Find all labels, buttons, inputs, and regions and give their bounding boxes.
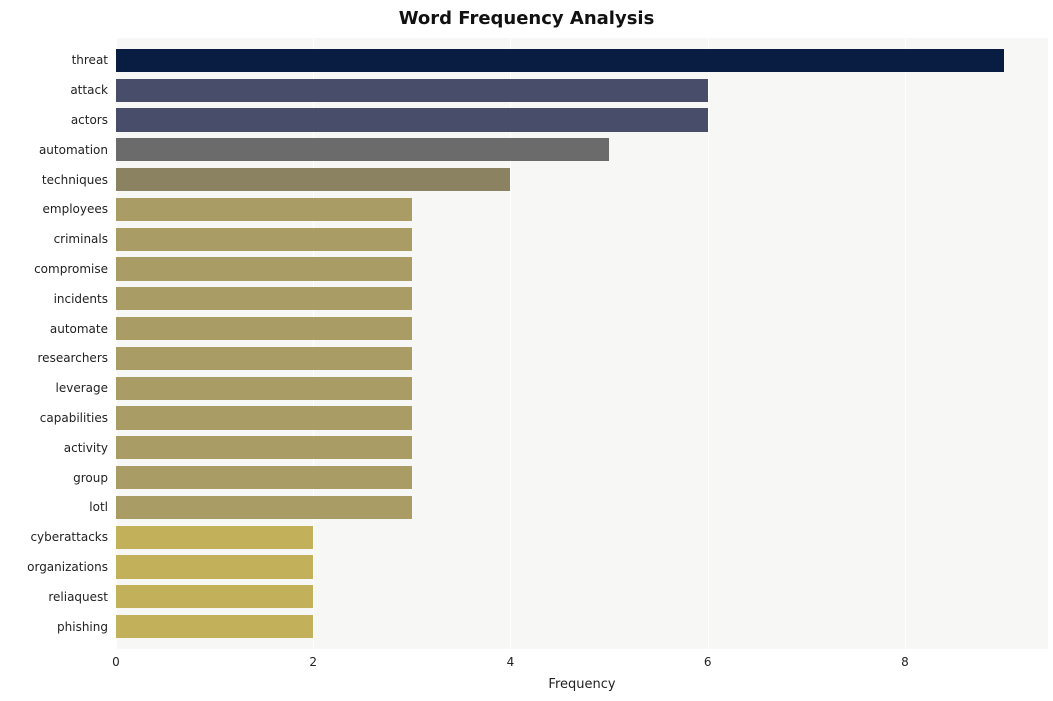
- bar: [116, 168, 510, 191]
- bar: [116, 228, 412, 251]
- y-tick-label: techniques: [42, 173, 116, 187]
- bar: [116, 198, 412, 221]
- plot-area: Frequency 02468threatattackactorsautomat…: [116, 38, 1048, 649]
- bar: [116, 466, 412, 489]
- bar: [116, 317, 412, 340]
- y-tick-label: capabilities: [40, 411, 116, 425]
- y-tick-label: attack: [70, 83, 116, 97]
- y-tick-label: automate: [50, 322, 116, 336]
- y-tick-label: criminals: [54, 232, 116, 246]
- y-tick-label: group: [73, 471, 116, 485]
- bar: [116, 257, 412, 280]
- y-tick-label: lotl: [89, 500, 116, 514]
- x-tick-label: 0: [112, 649, 120, 669]
- bar: [116, 347, 412, 370]
- bar: [116, 49, 1004, 72]
- figure: Word Frequency Analysis Frequency 02468t…: [0, 0, 1053, 701]
- x-tick-label: 8: [901, 649, 909, 669]
- x-gridline: [905, 38, 906, 649]
- bar: [116, 526, 313, 549]
- x-gridline: [708, 38, 709, 649]
- y-tick-label: cyberattacks: [30, 530, 116, 544]
- y-tick-label: employees: [43, 202, 116, 216]
- bar: [116, 79, 708, 102]
- bar: [116, 108, 708, 131]
- chart-title: Word Frequency Analysis: [0, 8, 1053, 29]
- y-tick-label: incidents: [54, 292, 116, 306]
- y-tick-label: activity: [64, 441, 116, 455]
- y-tick-label: researchers: [38, 351, 116, 365]
- bar: [116, 585, 313, 608]
- y-tick-label: leverage: [56, 381, 117, 395]
- x-axis-label: Frequency: [548, 649, 615, 692]
- bar: [116, 555, 313, 578]
- y-tick-label: organizations: [27, 560, 116, 574]
- y-tick-label: phishing: [57, 620, 116, 634]
- y-tick-label: automation: [39, 143, 116, 157]
- y-tick-label: compromise: [34, 262, 116, 276]
- bar: [116, 406, 412, 429]
- y-tick-label: actors: [71, 113, 116, 127]
- x-tick-label: 4: [507, 649, 515, 669]
- y-tick-label: threat: [72, 53, 116, 67]
- bar: [116, 287, 412, 310]
- x-tick-label: 6: [704, 649, 712, 669]
- bar: [116, 138, 609, 161]
- bar: [116, 377, 412, 400]
- bar: [116, 436, 412, 459]
- y-tick-label: reliaquest: [48, 590, 116, 604]
- bar: [116, 615, 313, 638]
- x-tick-label: 2: [309, 649, 317, 669]
- bar: [116, 496, 412, 519]
